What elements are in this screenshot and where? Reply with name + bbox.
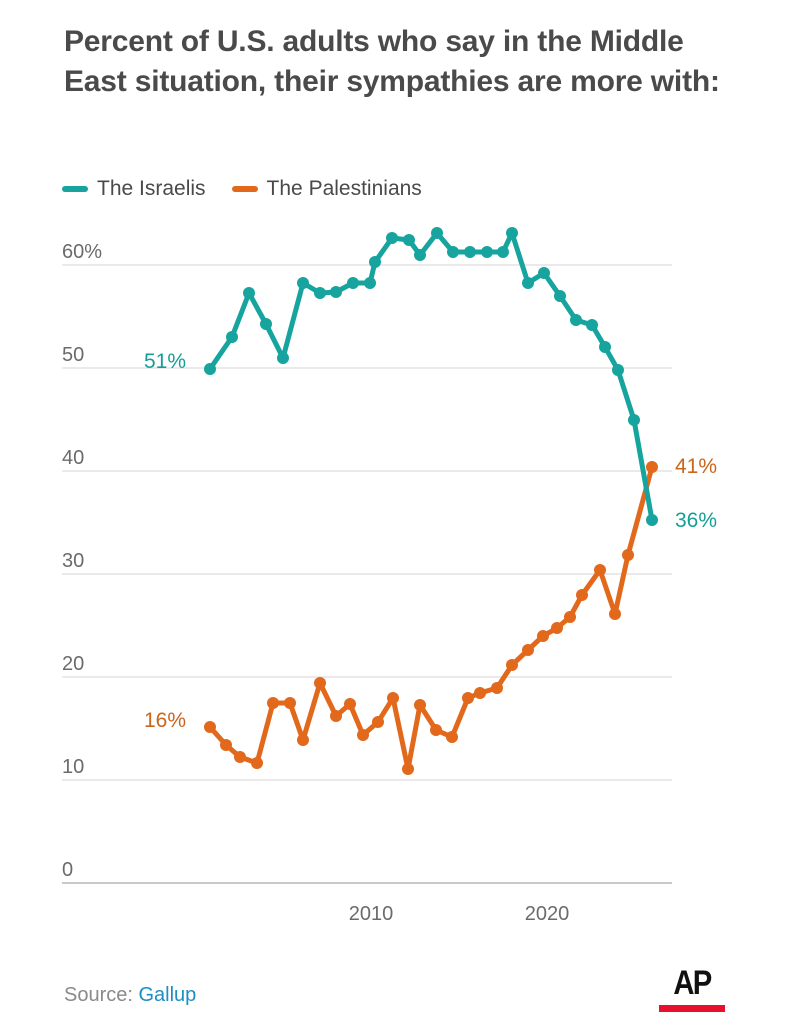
palestinians-point[interactable]	[267, 697, 279, 709]
palestinians-point[interactable]	[646, 461, 658, 473]
israelis-point[interactable]	[364, 277, 376, 289]
israelis-line	[207, 230, 655, 523]
ap-logo-text: AP	[673, 964, 712, 1002]
legend-item-palestinians[interactable]: The Palestinians	[231, 177, 422, 200]
israelis-point[interactable]	[464, 246, 476, 258]
chart-footer: Source: Gallup AP	[0, 960, 787, 1024]
israelis-point[interactable]	[538, 267, 550, 279]
israelis-point[interactable]	[570, 314, 582, 326]
israelis-point[interactable]	[646, 514, 658, 526]
x-tick-2010: 2010	[349, 903, 394, 925]
palestinians-point[interactable]	[234, 751, 246, 763]
israelis-point[interactable]	[612, 364, 624, 376]
israelis-point[interactable]	[431, 227, 443, 239]
legend-swatch-israelis	[62, 185, 88, 192]
israelis-point[interactable]	[554, 290, 566, 302]
palestinians-point[interactable]	[609, 608, 621, 620]
israelis-point[interactable]	[506, 227, 518, 239]
palestinians-point[interactable]	[622, 549, 634, 561]
israelis-point[interactable]	[226, 331, 238, 343]
palestinians-point[interactable]	[330, 710, 342, 722]
palestinians-point[interactable]	[297, 734, 309, 746]
palestinians-point[interactable]	[446, 731, 458, 743]
israelis-point[interactable]	[497, 246, 509, 258]
x-axis-labels: 2010 2020	[349, 903, 570, 925]
palestinians-point[interactable]	[357, 729, 369, 741]
annotation-palestinians-end: 41%	[675, 455, 717, 478]
palestinians-point[interactable]	[220, 739, 232, 751]
israelis-point[interactable]	[403, 234, 415, 246]
source-link-gallup[interactable]: Gallup	[138, 984, 197, 1006]
palestinians-point[interactable]	[522, 644, 534, 656]
gridlines	[62, 264, 672, 781]
israelis-point[interactable]	[330, 286, 342, 298]
palestinians-point[interactable]	[402, 763, 414, 775]
palestinians-point[interactable]	[251, 757, 263, 769]
palestinians-point[interactable]	[537, 630, 549, 642]
palestinians-point[interactable]	[506, 659, 518, 671]
chart-legend: The Israelis The Palestinians	[62, 178, 422, 199]
palestinians-point[interactable]	[314, 677, 326, 689]
y-tick-30: 30	[62, 550, 84, 572]
ap-logo-bar	[659, 1005, 725, 1012]
palestinians-point[interactable]	[372, 716, 384, 728]
palestinians-point[interactable]	[474, 687, 486, 699]
israelis-point[interactable]	[369, 256, 381, 268]
source-prefix: Source:	[64, 984, 139, 1006]
palestinians-point[interactable]	[344, 698, 356, 710]
palestinians-point[interactable]	[551, 622, 563, 634]
israelis-point[interactable]	[586, 319, 598, 331]
legend-swatch-palestinians	[231, 185, 258, 192]
israelis-point[interactable]	[386, 232, 398, 244]
palestinians-point[interactable]	[387, 692, 399, 704]
israelis-point[interactable]	[204, 363, 216, 375]
legend-label-palestinians: The Palestinians	[266, 177, 422, 200]
palestinians-point[interactable]	[462, 692, 474, 704]
chart-svg: 60% 50 40 30 20 10 0 2010 2020 51% 16% 4…	[62, 227, 717, 925]
israelis-point[interactable]	[447, 246, 459, 258]
israelis-point[interactable]	[522, 277, 534, 289]
y-axis-labels: 60% 50 40 30 20 10 0	[62, 241, 102, 881]
y-tick-0: 0	[62, 859, 73, 881]
palestinians-point[interactable]	[284, 697, 296, 709]
israelis-point[interactable]	[297, 277, 309, 289]
palestinians-point[interactable]	[564, 611, 576, 623]
annotation-israelis-start: 51%	[144, 350, 186, 373]
annotation-israelis-end: 36%	[675, 509, 717, 532]
x-tick-2020: 2020	[525, 903, 570, 925]
palestinians-point[interactable]	[576, 589, 588, 601]
legend-item-israelis[interactable]: The Israelis	[62, 178, 206, 199]
series-israelis	[204, 227, 658, 526]
israelis-point[interactable]	[277, 352, 289, 364]
israelis-point[interactable]	[481, 246, 493, 258]
israelis-point[interactable]	[347, 277, 359, 289]
palestinians-line	[207, 464, 655, 772]
israelis-point[interactable]	[314, 287, 326, 299]
page-title: Percent of U.S. adults who say in the Mi…	[64, 25, 720, 98]
legend-label-israelis: The Israelis	[97, 177, 206, 200]
palestinians-point[interactable]	[414, 699, 426, 711]
israelis-point[interactable]	[599, 341, 611, 353]
source-line: Source: Gallup	[64, 984, 196, 1007]
annotation-palestinians-start: 16%	[144, 709, 186, 732]
ap-logo: AP	[659, 966, 725, 1012]
israelis-point[interactable]	[628, 414, 640, 426]
palestinians-point[interactable]	[594, 564, 606, 576]
y-tick-60: 60%	[62, 241, 102, 263]
y-tick-50: 50	[62, 344, 84, 366]
israelis-point[interactable]	[260, 318, 272, 330]
line-chart: 60% 50 40 30 20 10 0 2010 2020 51% 16% 4…	[0, 215, 787, 935]
y-tick-20: 20	[62, 653, 84, 675]
series-palestinians	[204, 461, 658, 775]
y-tick-10: 10	[62, 756, 84, 778]
y-tick-40: 40	[62, 447, 84, 469]
israelis-point[interactable]	[243, 287, 255, 299]
palestinians-point[interactable]	[430, 724, 442, 736]
palestinians-point[interactable]	[491, 682, 503, 694]
israelis-point[interactable]	[414, 249, 426, 261]
palestinians-point[interactable]	[204, 721, 216, 733]
